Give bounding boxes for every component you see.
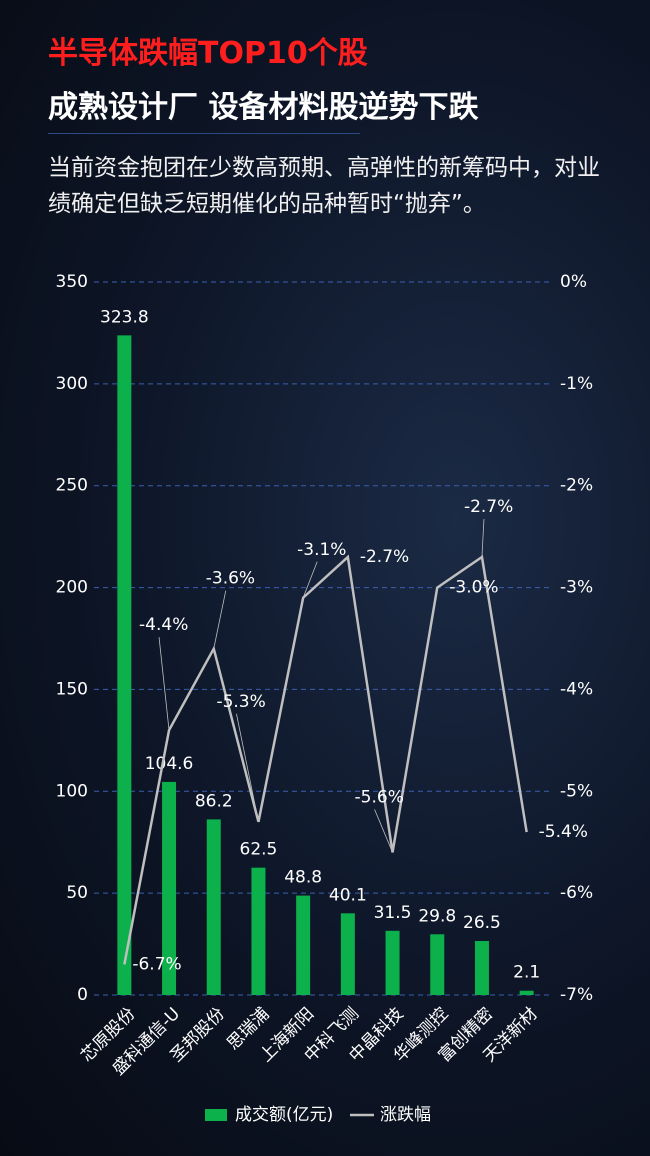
bar: [251, 867, 266, 995]
bar: [162, 781, 177, 995]
line-value-label: -5.3%: [216, 692, 265, 712]
line-value-label: -3.1%: [297, 540, 346, 560]
line: [123, 554, 528, 965]
line-value-label: -4.4%: [139, 615, 188, 635]
line-value-label: -5.4%: [539, 822, 588, 842]
bar-value-label: 48.8: [284, 868, 322, 888]
y-tick-label: 100: [56, 781, 88, 801]
separator: [48, 133, 360, 134]
y2-tick-label: -2%: [560, 476, 593, 496]
y2-tick-label: -5%: [560, 781, 593, 801]
bar-value-label: 40.1: [329, 885, 367, 905]
bar-value-label: 31.5: [374, 903, 412, 923]
y-tick-label: 250: [56, 476, 88, 496]
line-value-label: -6.7%: [132, 954, 181, 974]
bar-value-label: 62.5: [240, 840, 278, 860]
leader-line: [481, 518, 485, 558]
line-value-label: -3.0%: [449, 578, 498, 598]
bar: [340, 913, 355, 995]
bar: [206, 819, 221, 995]
leader-line: [158, 637, 170, 731]
bar: [385, 930, 400, 995]
y-tick-label: 200: [56, 578, 88, 598]
bar: [519, 990, 534, 995]
bar: [117, 335, 132, 995]
bar-value-label: 26.5: [463, 913, 501, 933]
y-tick-label: 0: [77, 985, 88, 1005]
line-value-label: -2.7%: [360, 547, 409, 567]
legend-label: 成交额(亿元): [235, 1105, 333, 1125]
line-value-label: -5.6%: [355, 787, 404, 807]
leader-line: [302, 561, 318, 598]
bar-value-label: 323.8: [100, 307, 149, 327]
bar: [474, 941, 489, 995]
y-tick-label: 150: [56, 679, 88, 699]
leader-line: [236, 713, 259, 822]
y2-tick-label: 0%: [560, 272, 587, 292]
chart-subtitle: 成熟设计厂 设备材料股逆势下跌: [48, 90, 479, 125]
y2-tick-label: -4%: [560, 679, 593, 699]
bar-value-label: 2.1: [513, 963, 540, 983]
y-tick-label: 350: [56, 272, 88, 292]
bar: [296, 895, 311, 995]
y-tick-label: 300: [56, 374, 88, 394]
bar-value-label: 29.8: [418, 906, 456, 926]
y2-tick-label: -7%: [560, 985, 593, 1005]
bar-value-label: 104.6: [145, 754, 194, 774]
leader-line: [374, 809, 393, 853]
bar: [430, 934, 445, 995]
line-value-label: -2.7%: [464, 497, 513, 517]
line-value-label: -3.6%: [206, 569, 255, 589]
y2-tick-label: -1%: [560, 374, 593, 394]
legend-label: 涨跌幅: [380, 1105, 431, 1125]
y2-tick-label: -6%: [560, 883, 593, 903]
bar-value-label: 86.2: [195, 791, 233, 811]
y2-tick-label: -3%: [560, 578, 593, 598]
chart-title: 半导体跌幅TOP10个股: [48, 36, 368, 71]
legend-swatch: [205, 1109, 227, 1121]
y-tick-label: 50: [66, 883, 88, 903]
description: 当前资金抱团在少数高预期、高弹性的新筹码中，对业绩确定但缺乏短期催化的品种暂时“…: [48, 155, 600, 217]
leader-line: [213, 590, 227, 649]
